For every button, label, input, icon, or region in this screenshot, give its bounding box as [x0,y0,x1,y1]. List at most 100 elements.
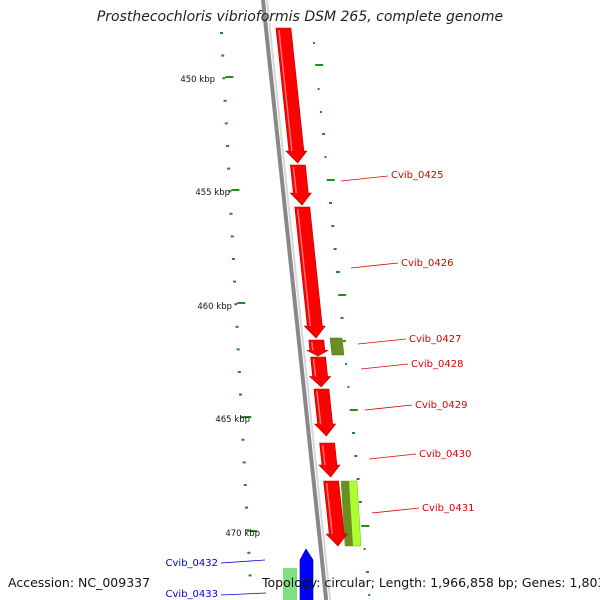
gene-arrow-highlight [312,358,317,377]
scale-tick [231,258,235,260]
gc-tick [345,363,348,365]
scale-labels: 450 kbp 455 kbp 460 kbp 465 kbp 470 kbp [180,75,260,539]
feature-block-green [283,568,297,600]
gc-tick [352,432,355,434]
scale-tick [225,145,229,147]
scale-label: 455 kbp [195,188,230,198]
gene-arrow-highlight [321,444,326,466]
genome-stats-text: Topology: circular; Length: 1,966,858 bp… [262,575,600,590]
gc-tick [333,248,337,250]
callout-line [357,338,407,345]
scale-tick [235,325,239,328]
gc-tick [317,88,320,90]
scale-tick [242,461,246,464]
gc-tick [331,225,335,227]
gc-tick [335,271,340,273]
forward-gene-arrow [306,339,330,357]
gene-arrow-highlight [292,166,298,194]
forward-gene-arrow [294,206,326,339]
scale-tick [229,212,233,215]
gc-tick [356,478,360,480]
gene-arrow-highlight [297,208,312,327]
callout-line [368,453,417,460]
gc-tick [347,386,350,388]
scale-tick [240,416,244,419]
scale-tick [224,122,228,125]
scale-major-tick [231,189,240,191]
gene-label-cvib_0425: Cvib_0425 [391,170,443,181]
callout-line [350,262,399,269]
gene-arrow-highlight [278,29,293,152]
scale-tick [247,551,251,554]
gc-ticks [313,42,371,596]
forward-gene-arrow [289,164,312,206]
scale-label: 470 kbp [225,529,260,539]
scale-label: 450 kbp [180,75,215,85]
gc-tick [324,156,327,158]
scale-major-tick [225,76,234,78]
gene-label-cvib_0430: Cvib_0430 [419,449,471,460]
gene-callouts: Cvib_0425 Cvib_0426 Cvib_0427 Cvib_0428 Cvib… [166,170,475,600]
scale-tick [236,348,240,351]
backbone-highlight [266,0,332,600]
gene-label-cvib_0428: Cvib_0428 [411,359,463,370]
gc-tick [349,409,358,411]
scale-tick [223,99,227,102]
scale-tick [243,484,247,486]
gc-tick [365,571,369,573]
forward-gene-arrow [323,480,348,547]
forward-gene-arrow [318,442,341,478]
gc-tick [338,294,347,296]
scale-tick [221,54,225,57]
gc-tick [326,179,335,181]
gc-tick [361,525,370,527]
gene-arrow-highlight [325,482,333,535]
forward-gene-arrow [308,356,332,388]
reverse-gene-arrow [299,548,314,600]
gc-tick [313,42,315,44]
feature-block-olive [329,337,345,356]
scale-label: 460 kbp [197,302,232,312]
accession-text: Accession: NC_009337 [8,575,151,590]
scale-tick [239,393,243,396]
map-title: Prosthecochloris vibrioformis DSM 265, c… [96,9,504,25]
callout-line [220,592,267,596]
scale-tick [237,371,241,373]
gc-tick [322,133,326,135]
gc-tick [358,501,362,503]
gc-tick [340,317,344,319]
gene-label-cvib_0426: Cvib_0426 [401,258,453,269]
scale-tick [248,574,252,577]
gene-label-cvib_0432: Cvib_0432 [166,558,218,569]
gene-label-cvib_0427: Cvib_0427 [409,334,461,345]
scale-tick [233,280,237,283]
gc-tick [368,594,371,596]
callout-line [371,507,420,514]
backbone-strand [261,0,329,600]
scale-tick [244,506,248,509]
forward-gene-arrow [313,388,337,437]
gene-label-cvib_0431: Cvib_0431 [422,503,474,514]
gene-track [275,27,348,600]
callout-line [364,404,413,411]
scale-tick [234,303,238,306]
callout-line [340,175,389,182]
gene-label-cvib_0433: Cvib_0433 [166,589,218,600]
gc-tick [363,548,366,550]
genome-backbone [261,0,332,600]
gc-tick [354,455,358,457]
gc-tick [319,111,322,113]
callout-line [360,363,409,370]
scale-tick [230,235,234,238]
gene-label-cvib_0429: Cvib_0429 [415,400,467,411]
gene-arrow-highlight [311,341,314,351]
scale-label: 465 kbp [215,415,250,425]
scale-tick [246,529,250,532]
scale-tick [227,167,231,170]
callout-line [220,559,266,564]
gc-tick [329,202,332,204]
scale-tick [228,190,232,193]
scale-major-tick [249,530,258,532]
scale-major-tick [237,302,246,304]
